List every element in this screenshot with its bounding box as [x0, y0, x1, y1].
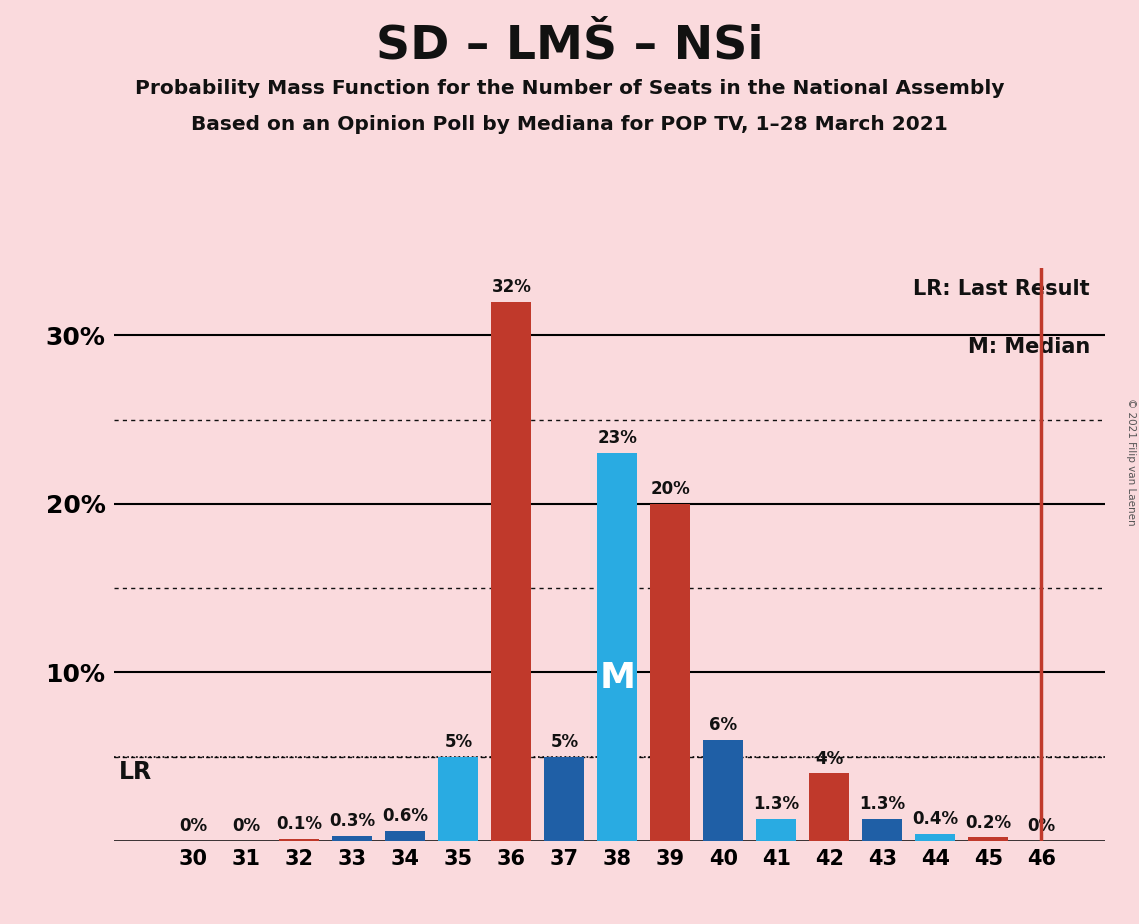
Text: M: Median: M: Median: [968, 336, 1090, 357]
Bar: [916, 834, 956, 841]
Text: 20%: 20%: [650, 480, 690, 498]
Text: Probability Mass Function for the Number of Seats in the National Assembly: Probability Mass Function for the Number…: [134, 79, 1005, 98]
Text: 0%: 0%: [179, 817, 207, 835]
Text: Based on an Opinion Poll by Mediana for POP TV, 1–28 March 2021: Based on an Opinion Poll by Mediana for …: [191, 116, 948, 135]
Bar: [544, 757, 584, 841]
Text: 4%: 4%: [816, 749, 843, 768]
Text: 0.1%: 0.1%: [277, 815, 322, 833]
Text: 0.4%: 0.4%: [912, 810, 958, 828]
Bar: [439, 757, 478, 841]
Text: 32%: 32%: [491, 278, 531, 296]
Text: 6%: 6%: [710, 716, 737, 734]
Text: M: M: [599, 661, 636, 695]
Bar: [810, 773, 850, 841]
Text: 1.3%: 1.3%: [859, 795, 906, 813]
Bar: [598, 454, 637, 841]
Bar: [756, 819, 796, 841]
Text: 1.3%: 1.3%: [753, 795, 800, 813]
Bar: [333, 836, 372, 841]
Bar: [385, 831, 425, 841]
Text: 0%: 0%: [232, 817, 261, 835]
Text: 0.2%: 0.2%: [965, 813, 1011, 832]
Bar: [968, 837, 1008, 841]
Text: SD – LMŠ – NSi: SD – LMŠ – NSi: [376, 23, 763, 68]
Text: 5%: 5%: [550, 733, 579, 750]
Text: 5%: 5%: [444, 733, 473, 750]
Bar: [650, 504, 690, 841]
Bar: [491, 301, 531, 841]
Text: LR: Last Result: LR: Last Result: [913, 279, 1090, 299]
Bar: [704, 740, 743, 841]
Text: LR: LR: [120, 760, 153, 784]
Text: 0.6%: 0.6%: [383, 807, 428, 825]
Bar: [862, 819, 902, 841]
Text: © 2021 Filip van Laenen: © 2021 Filip van Laenen: [1126, 398, 1136, 526]
Text: 23%: 23%: [597, 430, 637, 447]
Bar: [279, 839, 319, 841]
Text: 0%: 0%: [1027, 817, 1056, 835]
Text: 0.3%: 0.3%: [329, 812, 376, 830]
